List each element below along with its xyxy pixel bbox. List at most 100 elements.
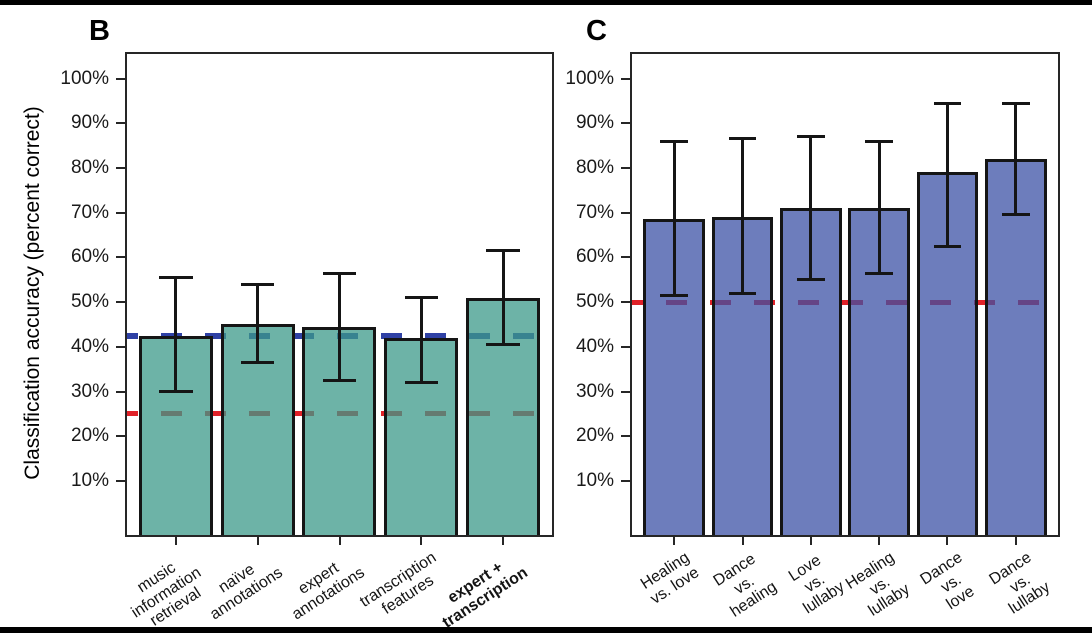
- y-tick-mark: [621, 166, 630, 169]
- y-tick-mark: [621, 435, 630, 438]
- bar-C-6: [984, 159, 1047, 535]
- x-category-label: Dance vs. lullaby: [985, 549, 1053, 618]
- y-tick-label: 20%: [70, 425, 109, 447]
- x-tick-mark: [673, 537, 676, 545]
- y-tick-mark: [621, 301, 630, 304]
- y-tick-label: 80%: [70, 156, 109, 178]
- x-tick-mark: [256, 537, 259, 545]
- error-bar-cap-bottom: [728, 291, 757, 295]
- y-tick-mark: [621, 77, 630, 80]
- x-tick-mark: [809, 537, 812, 545]
- y-tick-label: 10%: [575, 469, 614, 491]
- error-bar-line: [338, 273, 341, 381]
- error-bar-cap-top: [660, 139, 689, 143]
- panel-letter-C: C: [586, 15, 607, 47]
- error-bar-cap-bottom: [404, 381, 438, 385]
- error-bar-cap-bottom: [865, 271, 894, 275]
- x-category-label: Love vs. lullaby: [786, 551, 849, 618]
- y-tick-mark: [116, 345, 125, 348]
- x-category-label: expert annotations: [288, 559, 368, 624]
- y-tick-label: 10%: [70, 469, 109, 491]
- y-tick-label: 50%: [70, 291, 109, 313]
- y-tick-label: 40%: [575, 335, 614, 357]
- x-category-label: music information retrieval: [128, 559, 205, 630]
- error-bar-cap-top: [728, 137, 757, 141]
- error-bar-line: [945, 103, 949, 247]
- error-bar-line: [256, 284, 260, 363]
- y-tick-label: 30%: [575, 380, 614, 402]
- y-tick-mark: [621, 390, 630, 393]
- error-bar-cap-bottom: [159, 390, 193, 393]
- error-bar-cap-top: [404, 296, 438, 300]
- error-bar-cap-bottom: [486, 343, 520, 347]
- x-tick-mark: [174, 537, 177, 545]
- x-tick-mark: [878, 537, 881, 545]
- error-bar-cap-bottom: [322, 378, 357, 382]
- y-tick-mark: [621, 345, 630, 348]
- y-tick-label: 60%: [575, 246, 614, 268]
- x-tick-mark: [741, 537, 744, 545]
- y-tick-label: 90%: [70, 112, 109, 134]
- x-tick-mark: [1014, 537, 1017, 545]
- x-category-label: Healing vs. lullaby: [842, 549, 913, 620]
- x-tick-mark: [338, 537, 341, 545]
- y-tick-mark: [116, 479, 125, 482]
- error-bar-line: [501, 250, 505, 345]
- error-bar-cap-bottom: [660, 293, 689, 297]
- bar-C-4: [848, 208, 911, 535]
- x-tick-mark: [502, 537, 505, 545]
- y-tick-mark: [621, 256, 630, 259]
- x-tick-mark: [420, 537, 423, 545]
- y-tick-mark: [116, 122, 125, 125]
- error-bar-cap-top: [796, 135, 825, 139]
- error-bar-line: [174, 277, 178, 392]
- y-tick-label: 30%: [70, 380, 109, 402]
- panel-letter-B: B: [89, 15, 110, 47]
- y-tick-mark: [116, 435, 125, 438]
- error-bar-cap-top: [322, 271, 357, 275]
- y-tick-label: 90%: [575, 112, 614, 134]
- error-bar-cap-top: [1001, 101, 1030, 105]
- y-tick-mark: [621, 211, 630, 214]
- error-bar-cap-top: [159, 276, 193, 279]
- error-bar-cap-bottom: [796, 278, 825, 282]
- x-category-label: Healing vs. love: [637, 549, 703, 608]
- figure-top-border: [0, 0, 1092, 5]
- error-bar-line: [877, 141, 881, 274]
- y-tick-mark: [116, 390, 125, 393]
- error-bar-cap-bottom: [1001, 213, 1030, 217]
- y-tick-mark: [621, 122, 630, 125]
- error-bar-line: [809, 136, 813, 280]
- figure-bottom-border: [0, 627, 1092, 633]
- error-bar-cap-top: [865, 139, 894, 143]
- x-category-label: expert + transcription: [439, 558, 531, 632]
- x-category-label: transcription features: [357, 549, 440, 618]
- error-bar-line: [419, 297, 423, 383]
- error-bar-cap-top: [241, 282, 275, 286]
- y-tick-mark: [116, 301, 125, 304]
- y-tick-label: 70%: [70, 201, 109, 223]
- x-category-label: naïve annotations: [206, 560, 286, 624]
- y-tick-mark: [621, 479, 630, 482]
- y-tick-mark: [116, 77, 125, 80]
- y-tick-label: 70%: [575, 201, 614, 223]
- y-tick-label: 100%: [60, 67, 109, 89]
- y-tick-label: 50%: [575, 291, 614, 313]
- bar-C-1: [643, 219, 706, 535]
- error-bar-line: [741, 138, 745, 294]
- error-bar-line: [672, 141, 676, 296]
- y-tick-label: 100%: [565, 67, 614, 89]
- y-tick-mark: [116, 256, 125, 259]
- y-tick-label: 20%: [575, 425, 614, 447]
- y-tick-label: 40%: [70, 335, 109, 357]
- plot-panel-C: [630, 52, 1060, 537]
- error-bar-cap-bottom: [241, 360, 275, 364]
- error-bar-cap-top: [486, 249, 520, 253]
- reference-line: [632, 299, 1058, 305]
- y-tick-label: 80%: [575, 156, 614, 178]
- error-bar-cap-top: [933, 101, 962, 105]
- error-bar-cap-bottom: [933, 244, 962, 248]
- y-tick-mark: [116, 211, 125, 214]
- y-tick-mark: [116, 166, 125, 169]
